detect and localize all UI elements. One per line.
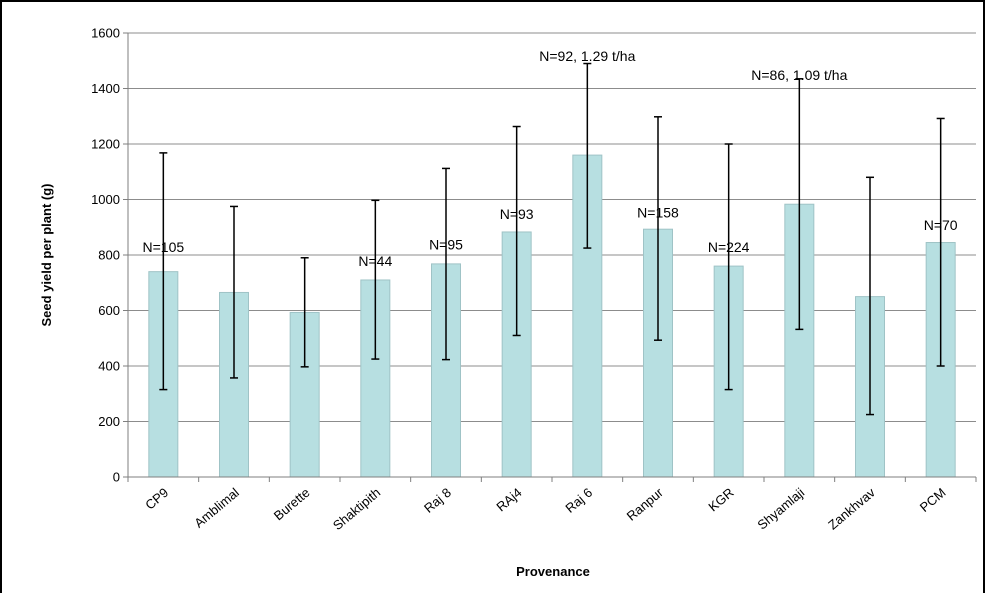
bars	[148, 154, 956, 478]
x-tick-label: Shyamlaji	[754, 485, 807, 533]
y-tick-label: 0	[113, 470, 120, 485]
x-axis-title: Provenance	[516, 564, 590, 579]
x-tick-label: Raj 8	[421, 485, 454, 516]
bar-annotation: N=44	[358, 253, 392, 269]
y-tick-label: 200	[98, 414, 120, 429]
annotations: N=105 N=44 N=95 N=93 N=92, 1.29 t/ha N=158 N=2…	[143, 48, 958, 269]
bar-annotation: N=70	[924, 217, 958, 233]
x-tick-label: Burette	[271, 485, 313, 523]
x-tick-label: RAj4	[493, 485, 524, 515]
y-tick-labels: 0 200 400 600 800 1000 1200 1400 1600	[91, 26, 120, 485]
y-tick-label: 800	[98, 248, 120, 263]
y-tick-label: 1200	[91, 137, 120, 152]
bar-annotation: N=105	[143, 239, 185, 255]
bar-annotation: N=92, 1.29 t/ha	[539, 48, 635, 64]
x-tick-label: KGR	[705, 485, 736, 515]
y-tick-label: 400	[98, 359, 120, 374]
x-tick-label: Shaktipith	[330, 485, 383, 533]
grid-lines	[128, 32, 976, 422]
y-tick-label: 1600	[91, 26, 120, 41]
y-tick-label: 1000	[91, 192, 120, 207]
x-tick-label: Ranpur	[624, 484, 667, 523]
bar-annotation: N=95	[429, 236, 463, 252]
y-axis-title: Seed yield per plant (g)	[39, 183, 54, 326]
x-tick-label: CP9	[142, 485, 171, 513]
bar-annotation: N=224	[708, 239, 750, 255]
x-tick-label: Amblimal	[191, 485, 242, 531]
x-tick-label: PCM	[917, 485, 949, 515]
axes	[123, 32, 977, 482]
bar-annotation: N=158	[637, 205, 679, 221]
bar-annotation: N=86, 1.09 t/ha	[751, 67, 847, 83]
bar-annotation: N=93	[500, 206, 534, 222]
y-tick-label: 1400	[91, 81, 120, 96]
x-tick-labels: CP9 Amblimal Burette Shaktipith Raj 8 RAj4 Raj…	[142, 484, 948, 533]
y-tick-label: 600	[98, 303, 120, 318]
x-tick-label: Zankhvav	[825, 484, 878, 532]
error-bars	[159, 62, 945, 416]
x-tick-label: Raj 6	[562, 485, 595, 516]
